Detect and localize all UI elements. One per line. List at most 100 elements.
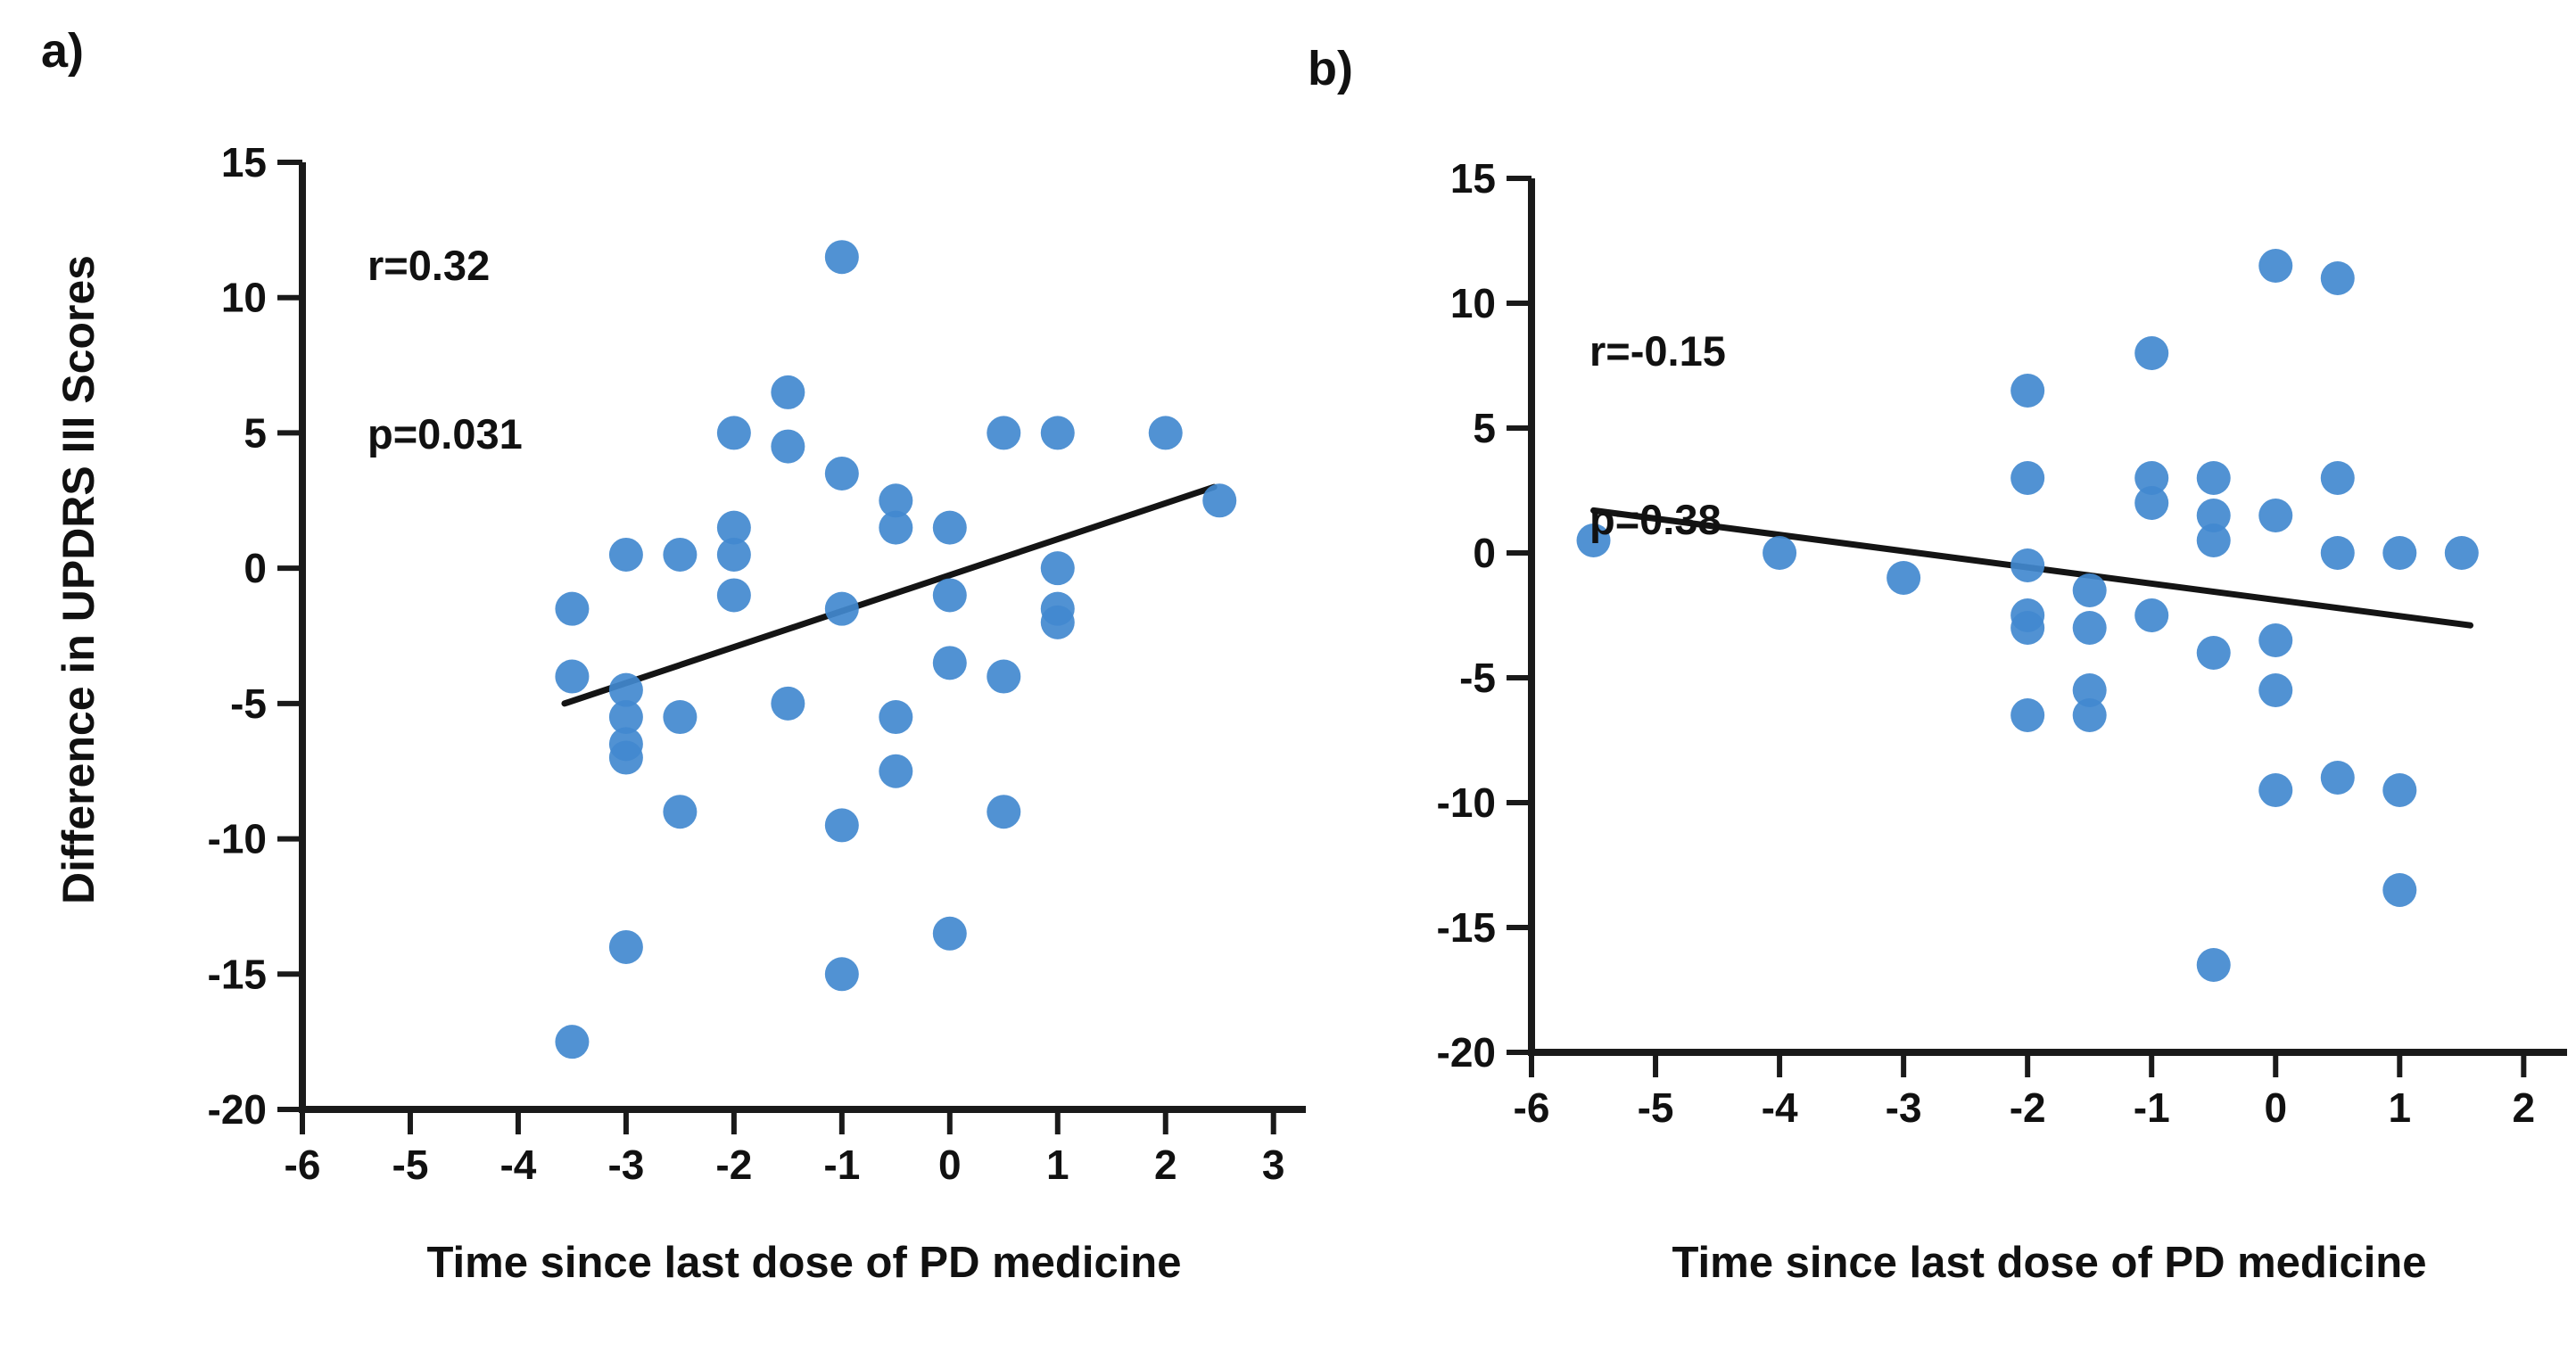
data-point [879, 483, 913, 518]
y-tick-label: -20 [208, 1086, 267, 1133]
x-tick-label: -2 [715, 1142, 752, 1188]
data-point [2196, 461, 2231, 495]
data-point [716, 416, 751, 450]
data-point [1040, 551, 1075, 586]
y-tick-label: 5 [1473, 405, 1496, 451]
panel-a-label: a) [41, 24, 85, 78]
data-point [2134, 598, 2169, 632]
y-tick-label: -10 [1437, 779, 1496, 826]
data-point [771, 686, 805, 721]
y-tick-label: 15 [1450, 155, 1496, 202]
y-tick-label: -20 [1437, 1029, 1496, 1076]
x-tick-label: -5 [392, 1142, 429, 1188]
x-tick-label: -3 [607, 1142, 644, 1188]
data-point [1202, 483, 1237, 518]
x-tick-label: 0 [938, 1142, 962, 1188]
data-point [716, 537, 751, 572]
data-point [771, 429, 805, 464]
data-point [824, 957, 859, 992]
panel-b-stats-annotation: r=-0.15 p=0.38 [1589, 210, 1726, 660]
data-point [2320, 461, 2355, 495]
data-point [2258, 499, 2293, 532]
y-axis-title: Difference in UPDRS III Scores [54, 254, 103, 905]
panel-b-label: b) [1308, 42, 1353, 95]
data-point [663, 537, 698, 572]
y-tick-label: -15 [1437, 904, 1496, 951]
x-tick-label: 2 [2513, 1084, 2536, 1131]
data-point [608, 537, 643, 572]
x-tick-label: -4 [500, 1142, 536, 1188]
x-tick-label: 2 [1154, 1142, 1177, 1188]
panel-a-r-value: r=0.32 [367, 242, 491, 289]
data-point [2134, 461, 2169, 495]
data-point [2196, 523, 2231, 557]
y-tick-label: 0 [244, 545, 267, 591]
data-point [879, 510, 913, 545]
data-point [555, 659, 590, 694]
data-point [771, 375, 805, 409]
data-point [1576, 523, 1611, 557]
data-point [987, 659, 1021, 694]
x-tick-label: 1 [1046, 1142, 1069, 1188]
data-point [2258, 673, 2293, 707]
data-point [824, 456, 859, 491]
x-tick-label: 3 [1262, 1142, 1285, 1188]
data-point [2072, 698, 2107, 732]
data-point [608, 700, 643, 735]
x-tick-label: -1 [823, 1142, 860, 1188]
data-point [2010, 548, 2045, 582]
x-tick-label: 0 [2264, 1084, 2287, 1131]
data-point [2382, 873, 2417, 907]
data-point [2196, 948, 2231, 982]
data-point [2320, 261, 2355, 295]
data-point [608, 672, 643, 707]
y-tick-label: -15 [208, 951, 267, 997]
data-point [555, 591, 590, 626]
panel-b-x-axis-title: Time since last dose of PD medicine [1672, 1239, 2427, 1287]
data-point [2134, 486, 2169, 520]
y-tick-label: 10 [1450, 280, 1496, 326]
panel-b-p-value: p=0.38 [1589, 496, 1721, 543]
data-point [879, 754, 913, 788]
x-tick-label: -2 [2010, 1084, 2046, 1131]
y-tick-label: 15 [221, 139, 267, 185]
y-tick-label: 0 [1473, 530, 1496, 576]
data-point [2010, 461, 2045, 495]
x-tick-label: -5 [1638, 1084, 1674, 1131]
panel-b-r-value: r=-0.15 [1589, 327, 1726, 375]
data-point [1040, 416, 1075, 450]
y-tick-label: 5 [244, 409, 267, 456]
data-point [1148, 416, 1183, 450]
x-tick-label: 1 [2388, 1084, 2411, 1131]
data-point [2382, 773, 2417, 807]
data-point [932, 646, 967, 680]
panel-a-x-axis-title: Time since last dose of PD medicine [426, 1239, 1182, 1287]
x-tick-label: -1 [2134, 1084, 2170, 1131]
data-point [608, 740, 643, 775]
trend-line [561, 483, 1218, 707]
panel-a-stats-annotation: r=0.32 p=0.031 [367, 125, 523, 574]
y-tick-label: -10 [208, 816, 267, 862]
x-tick-label: -4 [1762, 1084, 1798, 1131]
data-point [2444, 536, 2479, 570]
data-point [1887, 561, 1921, 595]
y-tick-label: -5 [1459, 655, 1496, 701]
data-point [2196, 499, 2231, 532]
data-point [824, 808, 859, 843]
data-point [1040, 605, 1075, 639]
data-point [987, 795, 1021, 829]
data-point [2196, 636, 2231, 670]
data-point [2134, 336, 2169, 370]
data-point [2320, 761, 2355, 795]
data-point [824, 240, 859, 275]
data-point [932, 916, 967, 951]
data-point [2320, 536, 2355, 570]
data-point [608, 929, 643, 964]
data-point [663, 700, 698, 735]
data-point [2072, 673, 2107, 707]
data-point [879, 700, 913, 735]
data-point [2010, 611, 2045, 645]
x-tick-label: -6 [285, 1142, 321, 1188]
